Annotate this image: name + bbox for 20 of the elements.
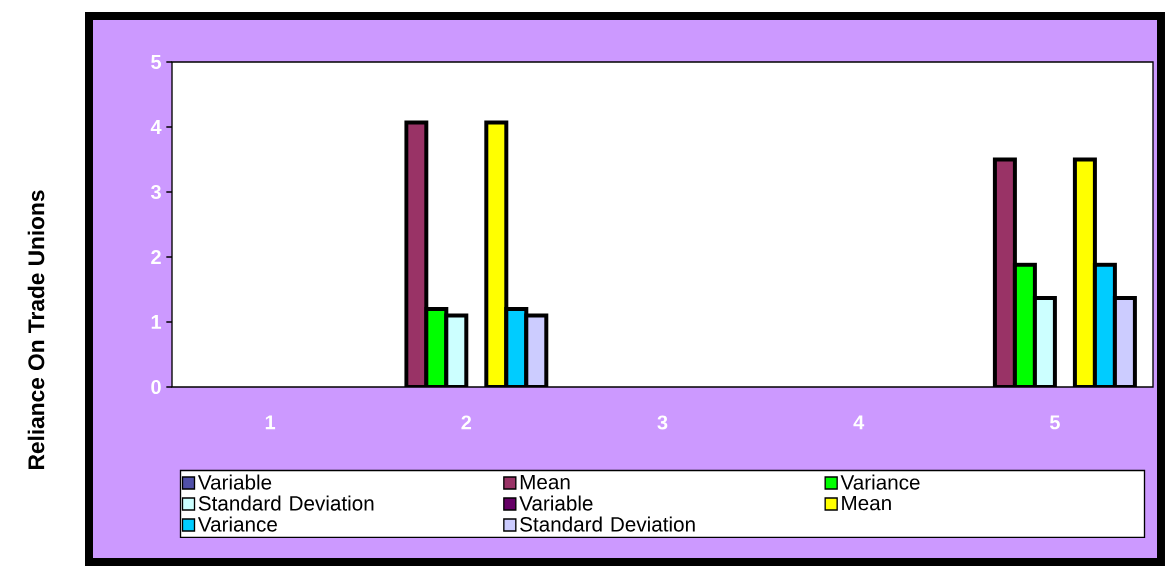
y-tick-label: 2 (151, 250, 161, 264)
x-tick-label: 5 (1049, 415, 1060, 430)
legend-label: Mean (520, 474, 570, 490)
legend-label: Mean (842, 495, 891, 511)
legend-label: Variance (840, 474, 920, 490)
x-tick-label: 1 (265, 415, 276, 430)
y-tick-label: 4 (150, 120, 162, 134)
y-tick-label: 3 (150, 184, 161, 200)
y-tick-label: 0 (151, 379, 161, 395)
y-tick-label: 5 (151, 55, 162, 69)
x-tick-label: 2 (461, 415, 472, 430)
x-tick-label: 3 (657, 415, 668, 430)
y-axis-title: Reliance On Trade Unions (27, 190, 45, 469)
y-tick-label: 1 (151, 315, 162, 329)
legend-label: Variable (519, 495, 593, 511)
x-tick-label: 4 (853, 415, 865, 430)
legend-label: Standard Deviation (520, 516, 695, 532)
legend-label: Standard Deviation (198, 495, 374, 511)
legend-label: Variance (197, 516, 277, 532)
legend-label: Variable (197, 474, 272, 490)
